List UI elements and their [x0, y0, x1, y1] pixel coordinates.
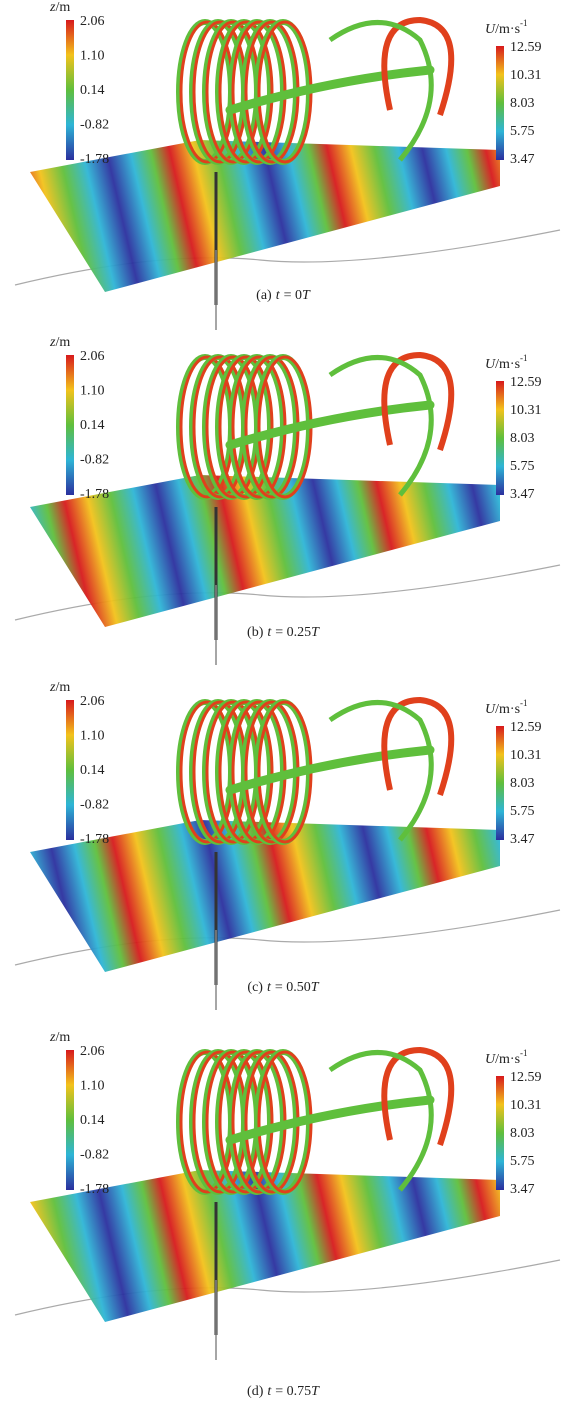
z-tick-label: 1.10 [80, 384, 105, 399]
z-colorbar [66, 355, 74, 495]
z-tick-label: 0.14 [80, 763, 105, 778]
z-tick-label: -0.82 [80, 453, 109, 468]
z-tick-label: -1.78 [80, 487, 109, 502]
caption: (c) t= 0.50T [247, 980, 319, 995]
far-vortex [330, 703, 431, 841]
caption-value: = 0.25 [275, 625, 311, 640]
u-tick-label: 8.03 [510, 96, 535, 111]
caption-label: (b) [247, 625, 264, 640]
z-bar-title: z/m [49, 680, 70, 695]
caption-value: = 0.50 [275, 980, 311, 995]
z-unit: /m [55, 1030, 70, 1045]
caption-label: (a) [256, 288, 272, 303]
caption-var: t [276, 288, 281, 303]
far-vortex [330, 1053, 431, 1191]
z-tick-label: 2.06 [80, 1044, 105, 1059]
u-tick-label: 8.03 [510, 776, 535, 791]
z-tick-label: 0.14 [80, 1113, 105, 1128]
u-colorbar [496, 46, 504, 160]
far-vortex [330, 358, 431, 496]
u-colorbar [496, 381, 504, 495]
u-unit: /m·s [495, 357, 520, 372]
u-tick-label: 8.03 [510, 431, 535, 446]
u-tick-label: 10.31 [510, 68, 542, 83]
u-bar-title: U/m·s-1 [485, 18, 528, 37]
u-tick-label: 5.75 [510, 1154, 535, 1169]
caption-value: = 0.75 [275, 1384, 311, 1399]
u-bar-title: U/m·s-1 [485, 1048, 528, 1067]
figure: z/m 2.06 1.10 0.14 -0.82 -1.78 U/m·s-1 12.59 10.… [0, 0, 567, 1407]
u-exponent: -1 [520, 353, 528, 363]
caption-var: t [267, 1384, 272, 1399]
u-tick-label: 8.03 [510, 1126, 535, 1141]
caption-period: T [311, 980, 320, 995]
caption-period: T [302, 288, 311, 303]
caption: (b)t= 0.25T [247, 625, 320, 640]
u-exponent: -1 [520, 698, 528, 708]
u-tick-label: 5.75 [510, 459, 535, 474]
z-colorbar [66, 1050, 74, 1190]
z-tick-label: 2.06 [80, 349, 105, 364]
u-colorbar [496, 726, 504, 840]
panel: z/m 2.06 1.10 0.14 -0.82 -1.78 U/m·s-1 12.59 10.… [15, 0, 560, 330]
z-tick-label: 1.10 [80, 1079, 105, 1094]
u-tick-label: 3.47 [510, 832, 535, 847]
u-tick-label: 3.47 [510, 487, 535, 502]
z-bar-title: z/m [49, 1030, 70, 1045]
u-tick-label: 12.59 [510, 1070, 542, 1085]
u-bar-title: U/m·s-1 [485, 698, 528, 717]
u-tick-label: 3.47 [510, 1182, 535, 1197]
z-tick-label: -0.82 [80, 798, 109, 813]
u-tick-label: 10.31 [510, 403, 542, 418]
caption: (a) t= 0T [256, 288, 311, 303]
panel: z/m 2.06 1.10 0.14 -0.82 -1.78 U/m·s-1 12.59 10.… [15, 335, 560, 665]
panel: z/m 2.06 1.10 0.14 -0.82 -1.78 U/m·s-1 12.59 10.… [15, 1030, 560, 1360]
u-exponent: -1 [520, 18, 528, 28]
caption-value: = 0 [284, 288, 302, 303]
u-tick-label: 3.47 [510, 152, 535, 167]
u-unit: /m·s [495, 1052, 520, 1067]
u-unit: /m·s [495, 22, 520, 37]
panel: z/m 2.06 1.10 0.14 -0.82 -1.78 U/m·s-1 12.59 10.… [15, 680, 560, 1010]
z-tick-label: 1.10 [80, 49, 105, 64]
caption-var: t [267, 625, 272, 640]
z-tick-label: -1.78 [80, 152, 109, 167]
u-bar-title: U/m·s-1 [485, 353, 528, 372]
caption-period: T [311, 1384, 320, 1399]
z-tick-label: -0.82 [80, 118, 109, 133]
u-exponent: -1 [520, 1048, 528, 1058]
z-tick-label: 0.14 [80, 83, 105, 98]
z-bar-title: z/m [49, 0, 70, 15]
z-unit: /m [55, 335, 70, 350]
caption-label: (c) [247, 980, 263, 995]
z-tick-label: 1.10 [80, 729, 105, 744]
u-tick-label: 12.59 [510, 375, 542, 390]
caption-label: (d) [247, 1384, 264, 1399]
u-tick-label: 12.59 [510, 40, 542, 55]
z-tick-label: 0.14 [80, 418, 105, 433]
z-bar-title: z/m [49, 335, 70, 350]
u-unit: /m·s [495, 702, 520, 717]
u-tick-label: 5.75 [510, 804, 535, 819]
u-tick-label: 10.31 [510, 748, 542, 763]
z-colorbar [66, 20, 74, 160]
caption-period: T [311, 625, 320, 640]
z-unit: /m [55, 680, 70, 695]
u-tick-label: 5.75 [510, 124, 535, 139]
caption: (d)t= 0.75T [247, 1384, 320, 1399]
u-colorbar [496, 1076, 504, 1190]
z-unit: /m [55, 0, 70, 15]
z-tick-label: -1.78 [80, 1182, 109, 1197]
caption-var: t [267, 980, 272, 995]
z-colorbar [66, 700, 74, 840]
z-tick-label: -0.82 [80, 1148, 109, 1163]
far-vortex [330, 23, 431, 161]
u-tick-label: 10.31 [510, 1098, 542, 1113]
z-tick-label: -1.78 [80, 832, 109, 847]
z-tick-label: 2.06 [80, 14, 105, 29]
z-tick-label: 2.06 [80, 694, 105, 709]
u-tick-label: 12.59 [510, 720, 542, 735]
